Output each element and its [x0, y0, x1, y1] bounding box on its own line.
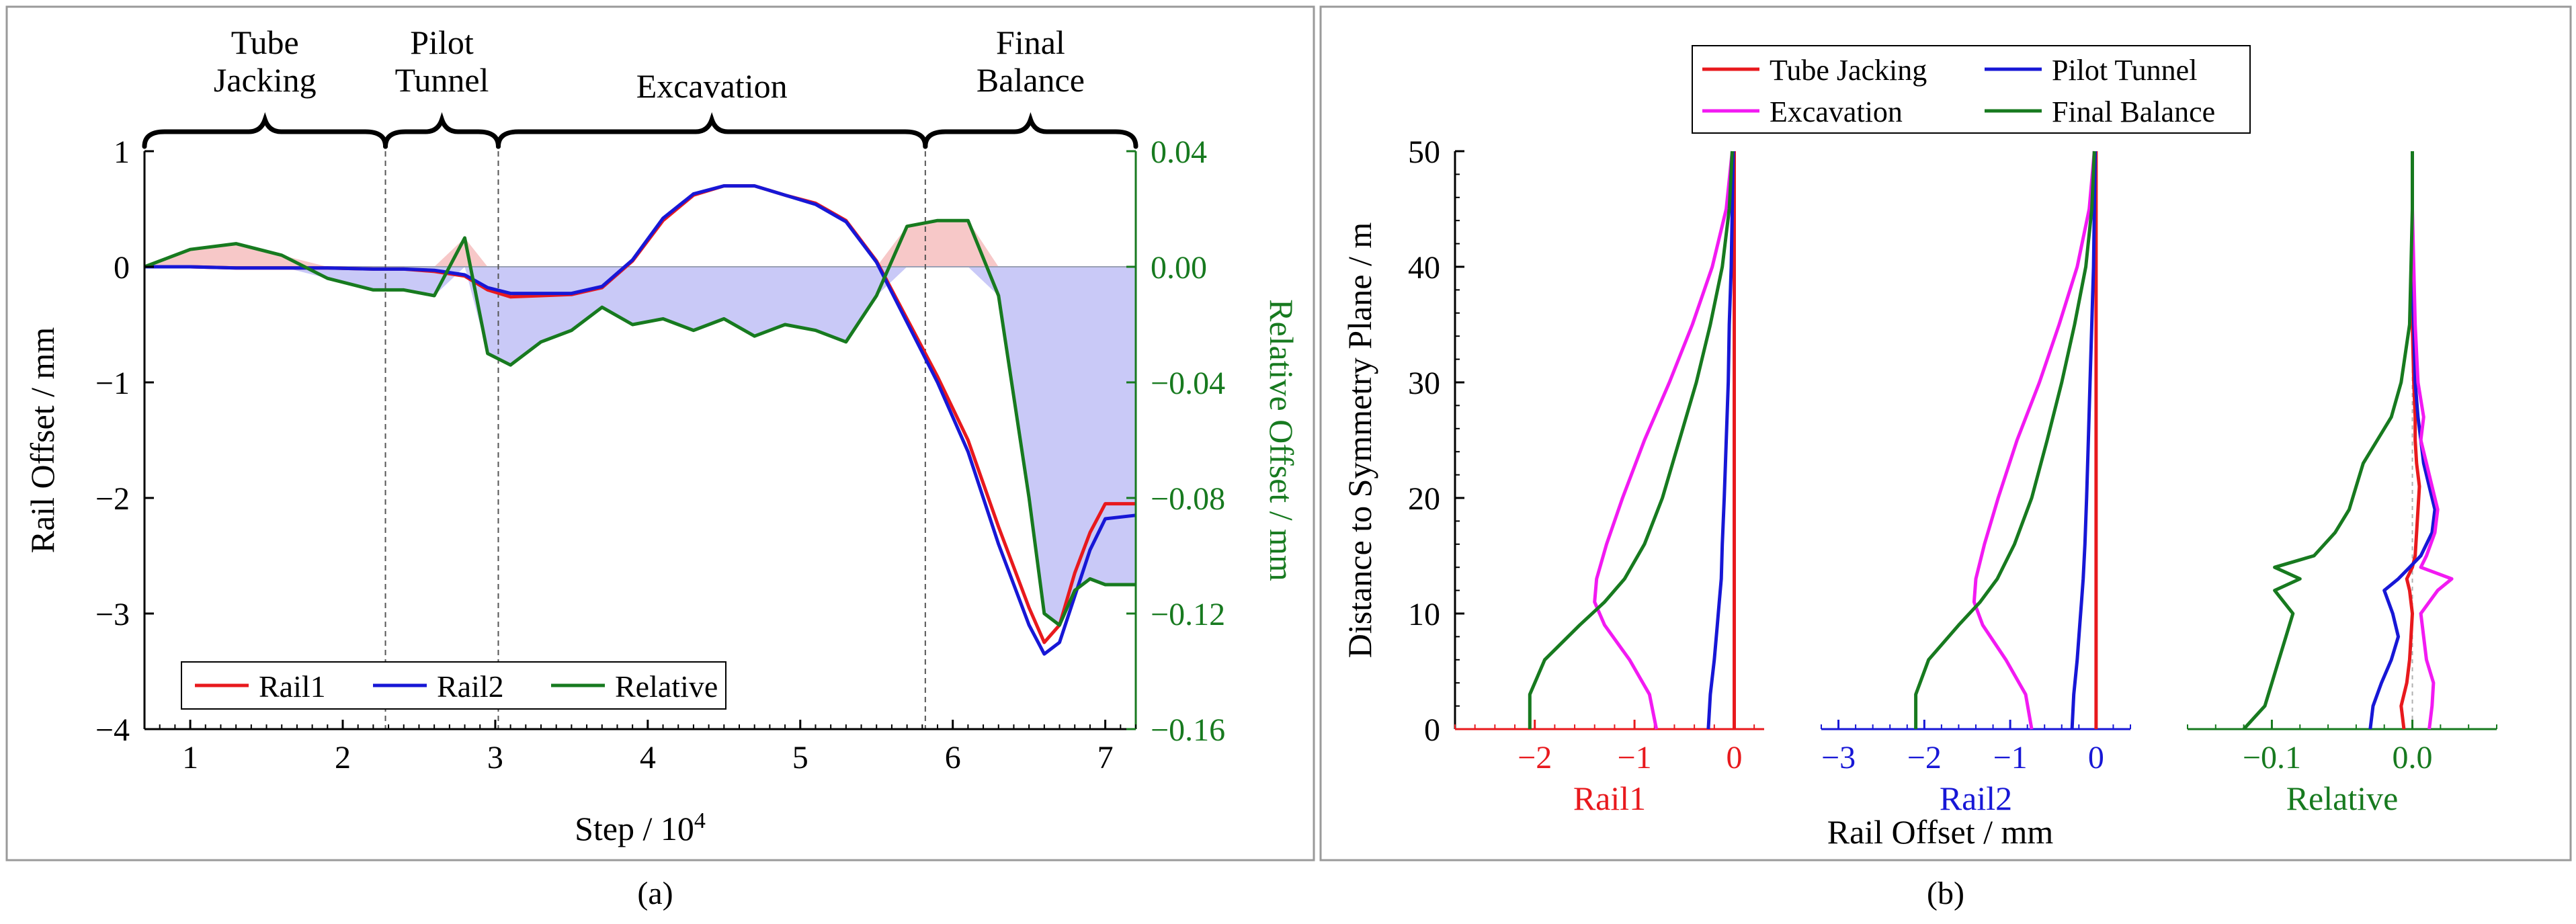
y-tick-label: 0 [114, 250, 130, 286]
b-line-rail1-excavation [1593, 151, 1734, 730]
x-tick-label: 2 [335, 740, 351, 775]
b-line-relative-final-balance [2242, 151, 2414, 730]
b-line-relative-excavation [2411, 151, 2454, 730]
b-x-tick-label: 0.0 [2393, 740, 2433, 775]
b-subplot-label-relative: Relative [2286, 780, 2399, 817]
panel-a-chart: 1 2 3 4 5 6 7 1 0 −1 −2 −3 −4 0.04 0.00 −0.04 −0.08 −0.12… [24, 24, 1300, 847]
legend-label-relative: Relative [615, 669, 718, 704]
panel-b-xlabel: Rail Offset / mm [1827, 813, 2054, 851]
panel-b-chart: 0 10 20 30 40 50 Distance to Symmetry Plane / … [1341, 45, 2497, 817]
phase-label-pilot-tunnel: Tunnel [395, 61, 489, 99]
b-line-relative-pilot-tunnel [2368, 151, 2437, 730]
legend-label-rail1: Rail1 [259, 669, 326, 704]
phase-label-pilot-tunnel: Pilot [410, 24, 474, 61]
b-line-rail2-final-balance [1914, 151, 2096, 729]
b-x-tick-label: −2 [1907, 740, 1942, 775]
b-y-tick-label: 50 [1408, 134, 1440, 170]
x-tick-label: 5 [792, 740, 808, 775]
b-line-rail2-pilot-tunnel [2070, 151, 2097, 730]
y2-tick-label: −0.16 [1151, 712, 1225, 748]
x-tick-label: 4 [640, 740, 656, 775]
x-tick-label: 7 [1097, 740, 1114, 775]
b-x-tick-label: −1 [1618, 740, 1652, 775]
b-legend-label-final-balance: Final Balance [2052, 95, 2215, 128]
series-line-relative [144, 218, 1136, 627]
relative-negative-fill [144, 267, 1136, 626]
b-line-rail1-pilot-tunnel [1706, 151, 1735, 730]
y2-tick-label: 0.00 [1151, 250, 1207, 286]
b-x-tick-label: −0.1 [2243, 740, 2301, 775]
y2-tick-label: −0.12 [1151, 597, 1225, 632]
phase-brace-excavation [495, 112, 928, 149]
b-y-axis-label: Distance to Symmetry Plane / m [1341, 222, 1378, 659]
b-y-tick-label: 40 [1408, 250, 1440, 286]
y-tick-label: 1 [114, 134, 130, 170]
x-axis-label: Step / 104 [575, 808, 706, 847]
legend-box [181, 661, 726, 710]
y2-tick-label: −0.08 [1151, 481, 1225, 517]
b-legend-label-tube-jacking: Tube Jacking [1770, 54, 1927, 87]
phase-brace-final-balance [923, 112, 1138, 149]
b-line-rail2-excavation [1972, 151, 2096, 730]
y-tick-label: −2 [95, 481, 130, 517]
panel-a-caption: (a) [637, 876, 673, 911]
b-legend-box [1692, 45, 2251, 134]
phase-label-final-balance: Balance [977, 61, 1085, 99]
x-tick-label: 1 [182, 740, 198, 775]
phase-label-tube-jacking: Tube [231, 24, 299, 61]
b-y-tick-label: 10 [1408, 597, 1440, 632]
b-x-tick-label: 0 [2088, 740, 2104, 775]
y-tick-label: −3 [95, 597, 130, 632]
b-x-tick-label: −1 [1993, 740, 2028, 775]
y2-tick-label: −0.04 [1151, 366, 1225, 401]
b-x-tick-label: −2 [1518, 740, 1552, 775]
relative-positive-fill [144, 220, 1136, 267]
b-subplot-label-rail2: Rail2 [1940, 780, 2012, 817]
phase-label-excavation: Excavation [636, 67, 788, 105]
x-tick-label: 6 [945, 740, 961, 775]
x-tick-label: 3 [487, 740, 503, 775]
b-line-rail1-final-balance [1528, 151, 1734, 729]
y2-axis-label: Relative Offset / mm [1263, 299, 1300, 581]
legend-label-rail2: Rail2 [437, 669, 504, 704]
b-y-tick-label: 30 [1408, 366, 1440, 401]
series-line-rail2 [144, 184, 1136, 656]
phase-brace-tube-jacking [142, 112, 388, 149]
y2-tick-label: 0.04 [1151, 134, 1207, 170]
b-y-tick-label: 0 [1424, 712, 1440, 748]
b-legend-label-pilot-tunnel: Pilot Tunnel [2052, 54, 2197, 87]
y-tick-label: −4 [95, 712, 130, 748]
b-legend-label-excavation: Excavation [1770, 95, 1903, 128]
y-axis-label: Rail Offset / mm [24, 327, 61, 554]
b-x-tick-label: 0 [1726, 740, 1742, 775]
y-tick-label: −1 [95, 366, 130, 401]
phase-brace-pilot-tunnel [383, 112, 501, 149]
phase-label-tube-jacking: Jacking [214, 61, 317, 99]
b-y-tick-label: 20 [1408, 481, 1440, 517]
b-subplot-label-rail1: Rail1 [1573, 780, 1646, 817]
panel-b-caption: (b) [1927, 876, 1964, 911]
phase-label-final-balance: Final [996, 24, 1065, 61]
b-x-tick-label: −3 [1821, 740, 1856, 775]
